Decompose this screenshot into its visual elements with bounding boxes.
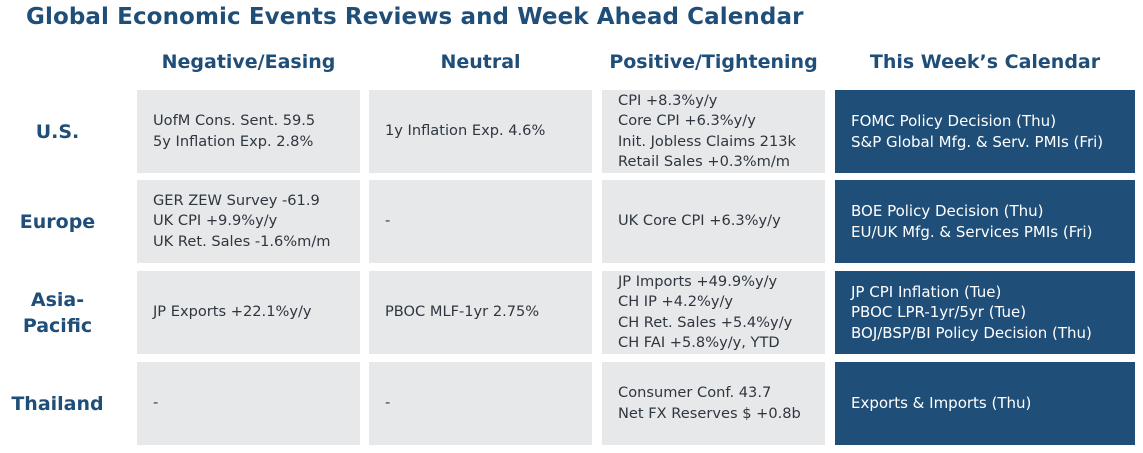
neutral-cell: PBOC MLF-1yr 2.75% <box>369 271 592 354</box>
cell-line: JP CPI Inflation (Tue) <box>851 282 1002 301</box>
cell-line: CH Ret. Sales +5.4%y/y <box>618 313 793 331</box>
cell-line: FOMC Policy Decision (Thu) <box>851 112 1057 130</box>
cell-line: Exports & Imports (Thu) <box>851 394 1032 413</box>
cell-line: - <box>385 212 391 230</box>
calendar-cell: JP CPI Inflation (Tue) PBOC LPR-1yr/5yr (… <box>835 271 1135 354</box>
column-header-neutral: Neutral <box>440 51 521 73</box>
cell-line: UK Core CPI +6.3%y/y <box>618 212 781 230</box>
cell-line: Consumer Conf. 43.7 <box>618 384 772 401</box>
cell-line: GER ZEW Survey -61.9 <box>153 191 320 209</box>
page-title: Global Economic Events Reviews and Week … <box>26 4 804 30</box>
cell-line: JP Imports +49.9%y/y <box>618 272 778 290</box>
cell-line: - <box>385 394 391 412</box>
cell-line: U.S. <box>35 120 80 143</box>
cell-line: Pacific <box>22 314 93 337</box>
cell-line: Europe <box>19 210 96 233</box>
calendar-cell: BOE Policy Decision (Thu) EU/UK Mfg. & Se… <box>835 180 1135 263</box>
negative-easing-cell: JP Exports +22.1%y/y <box>137 271 360 354</box>
cell-line: CH FAI +5.8%y/y, YTD <box>618 334 780 351</box>
region-label: Thailand <box>0 362 115 445</box>
calendar-cell: Exports & Imports (Thu) <box>835 362 1135 445</box>
neutral-cell: 1y Inflation Exp. 4.6% <box>369 90 592 173</box>
positive-tightening-cell: Consumer Conf. 43.7 Net FX Reserves $ +0.… <box>602 362 825 445</box>
cell-line: JP Exports +22.1%y/y <box>153 303 312 321</box>
cell-line: UK Ret. Sales -1.6%m/m <box>153 232 331 250</box>
neutral-cell: - <box>369 180 592 263</box>
negative-easing-cell: - <box>137 362 360 445</box>
cell-line: BOJ/BSP/BI Policy Decision (Thu) <box>851 323 1092 342</box>
cell-line: UofM Cons. Sent. 59.5 <box>153 112 316 129</box>
cell-line: Net FX Reserves $ +0.8b <box>618 404 801 422</box>
cell-line: Core CPI +6.3%y/y <box>618 112 756 129</box>
column-header-this-weeks-calendar: This Week’s Calendar <box>869 51 1101 73</box>
cell-line: 5y Inflation Exp. 2.8% <box>153 132 314 150</box>
neutral-cell: - <box>369 362 592 445</box>
cell-line: BOE Policy Decision (Thu) <box>851 202 1044 220</box>
cell-line: Thailand <box>11 392 104 415</box>
cell-line: PBOC LPR-1yr/5yr (Tue) <box>851 303 1027 322</box>
cell-line: CH IP +4.2%y/y <box>618 293 734 310</box>
positive-tightening-cell: CPI +8.3%y/y Core CPI +6.3%y/y Init. Joble… <box>602 90 825 173</box>
cell-line: Retail Sales +0.3%m/m <box>618 153 791 170</box>
cell-line: CPI +8.3%y/y <box>618 91 718 109</box>
column-header-positive-tightening: Positive/Tightening <box>609 51 818 73</box>
cell-line: EU/UK Mfg. & Services PMIs (Fri) <box>851 222 1093 241</box>
positive-tightening-cell: UK Core CPI +6.3%y/y <box>602 180 825 263</box>
cell-line: Init. Jobless Claims 213k <box>618 132 796 150</box>
cell-line: Asia- <box>30 288 85 311</box>
cell-line: UK CPI +9.9%y/y <box>153 212 278 230</box>
region-label: U.S. <box>0 90 115 173</box>
cell-line: - <box>153 394 159 412</box>
region-label: Asia- Pacific <box>0 271 115 354</box>
cell-line: 1y Inflation Exp. 4.6% <box>385 122 546 140</box>
cell-line: S&P Global Mfg. & Serv. PMIs (Fri) <box>851 132 1104 151</box>
calendar-cell: FOMC Policy Decision (Thu) S&P Global Mfg… <box>835 90 1135 173</box>
cell-line: PBOC MLF-1yr 2.75% <box>385 303 540 321</box>
column-header-negative-easing: Negative/Easing <box>161 51 336 73</box>
negative-easing-cell: UofM Cons. Sent. 59.5 5y Inflation Exp. 2… <box>137 90 360 173</box>
positive-tightening-cell: JP Imports +49.9%y/y CH IP +4.2%y/y CH Ret… <box>602 271 825 354</box>
negative-easing-cell: GER ZEW Survey -61.9 UK CPI +9.9%y/y UK Re… <box>137 180 360 263</box>
region-label: Europe <box>0 180 115 263</box>
